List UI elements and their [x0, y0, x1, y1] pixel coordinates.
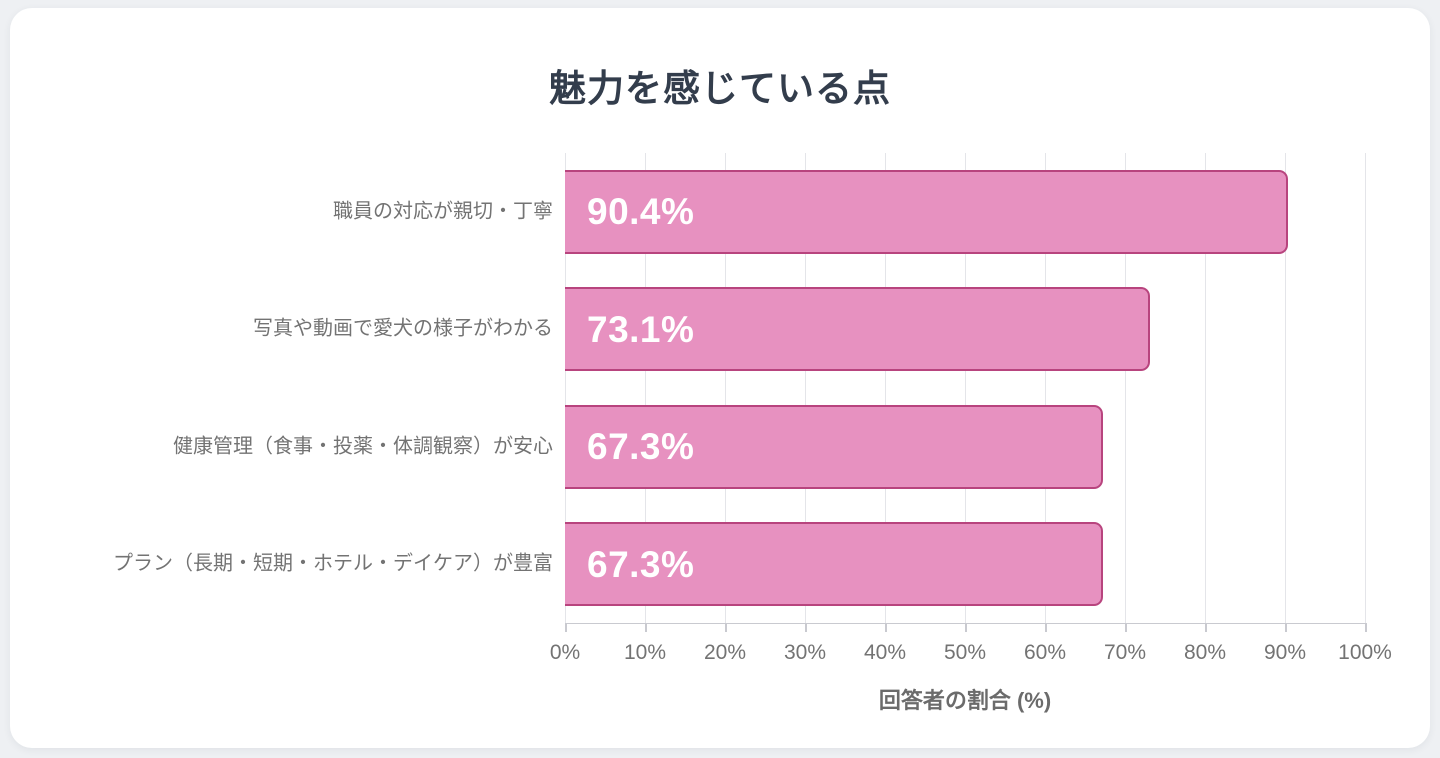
- x-tick-label: 0%: [549, 641, 581, 664]
- category-label: 健康管理（食事・投薬・体調観察）が安心: [173, 435, 553, 458]
- tick-mark: [1365, 623, 1367, 632]
- grid-line: [565, 153, 566, 623]
- tick-mark: [565, 623, 567, 632]
- tick-mark: [1045, 623, 1047, 632]
- bar-chart-plot-area: 90.4% 73.1% 67.3% 67.3% 職員の対応が親切・丁寧写真や動画で愛犬…: [113, 153, 1392, 713]
- tick-mark: [805, 623, 807, 632]
- x-tick-label: 30%: [783, 641, 827, 664]
- category-label: プラン（長期・短期・ホテル・デイケア）が豊富: [113, 552, 553, 575]
- grid-line: [1045, 153, 1046, 623]
- x-axis-title: 回答者の割合 (%): [878, 688, 1052, 713]
- x-tick-label: 80%: [1183, 641, 1227, 664]
- x-tick-label: 100%: [1338, 641, 1392, 664]
- category-label: 写真や動画で愛犬の様子がわかる: [253, 317, 553, 340]
- chart-title: 魅力を感じている点: [549, 68, 891, 109]
- tick-mark: [725, 623, 727, 632]
- tick-mark: [1205, 623, 1207, 632]
- grid-line: [805, 153, 806, 623]
- grid-line: [885, 153, 886, 623]
- x-tick-label: 60%: [1023, 641, 1067, 664]
- x-tick-label: 70%: [1103, 641, 1147, 664]
- x-tick-label: 90%: [1263, 641, 1307, 664]
- bar-value-label: 73.1%: [587, 308, 695, 350]
- grid-line: [1285, 153, 1286, 623]
- grid-line: [1125, 153, 1126, 623]
- grid-line: [645, 153, 646, 623]
- bar: 67.3%: [565, 404, 1104, 489]
- tick-mark: [885, 623, 887, 632]
- tick-mark: [1125, 623, 1127, 632]
- grid-line: [1205, 153, 1206, 623]
- bar: 90.4%: [565, 169, 1289, 254]
- tick-mark: [965, 623, 967, 632]
- x-tick-label: 20%: [703, 641, 747, 664]
- chart-card: 魅力を感じている点 90.4% 73.1% 67.3% 67.3% 職員の対応が親切・…: [10, 8, 1430, 748]
- x-tick-label: 50%: [943, 641, 987, 664]
- tick-mark: [1285, 623, 1287, 632]
- grid-line: [1365, 153, 1366, 623]
- bar-value-label: 67.3%: [587, 426, 695, 468]
- grid-line: [965, 153, 966, 623]
- bar-value-label: 90.4%: [587, 191, 695, 233]
- category-label: 職員の対応が親切・丁寧: [333, 200, 553, 223]
- bar: 73.1%: [565, 287, 1150, 372]
- x-tick-label: 10%: [623, 641, 667, 664]
- x-tick-label: 40%: [863, 641, 907, 664]
- grid-line: [725, 153, 726, 623]
- bar-value-label: 67.3%: [587, 543, 695, 585]
- tick-mark: [645, 623, 647, 632]
- bar: 67.3%: [565, 522, 1104, 607]
